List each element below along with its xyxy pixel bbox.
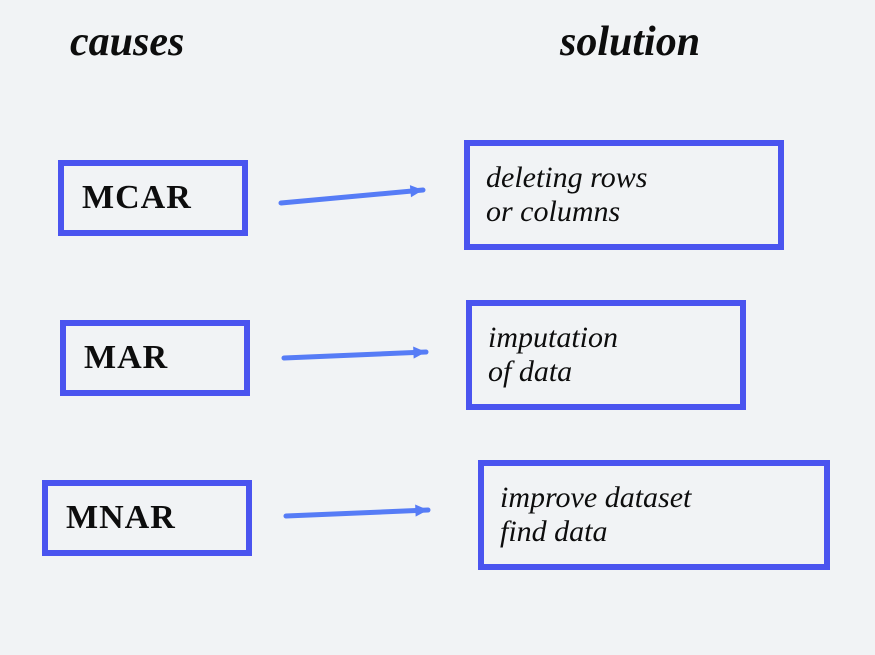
solution-line: or columns [486,195,778,230]
cause-box-mcar: MCAR [58,160,248,236]
cause-label-mnar: MNAR [66,499,176,537]
arrow-mcar [275,168,435,228]
solution-line: find data [500,515,824,550]
arrow-mnar [280,490,440,540]
header-solution: solution [560,18,700,66]
solution-line: deleting rows [486,161,778,196]
cause-label-mar: MAR [84,339,168,377]
solution-line: improve dataset [500,481,824,516]
cause-label-mcar: MCAR [82,179,192,217]
solution-line: of data [488,355,740,390]
arrow-mar [278,330,438,380]
solution-box-mnar: improve dataset find data [478,460,830,570]
solution-box-mcar: deleting rows or columns [464,140,784,250]
cause-box-mar: MAR [60,320,250,396]
header-causes: causes [70,18,184,66]
solution-line: imputation [488,321,740,356]
solution-box-mar: imputation of data [466,300,746,410]
cause-box-mnar: MNAR [42,480,252,556]
